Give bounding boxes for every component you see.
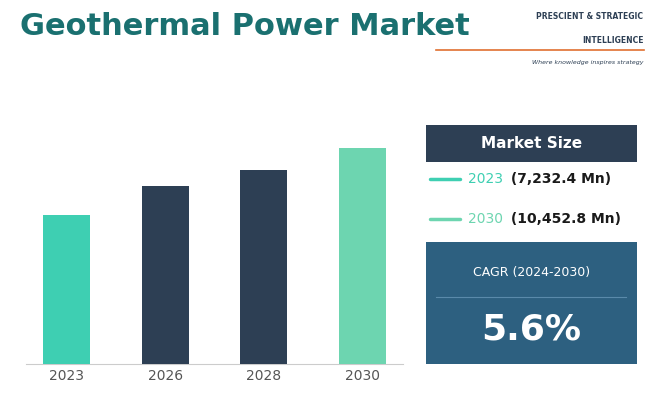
Text: Where knowledge inspires strategy: Where knowledge inspires strategy xyxy=(532,60,644,65)
Text: CAGR (2024-2030): CAGR (2024-2030) xyxy=(473,266,590,279)
Bar xyxy=(339,148,386,364)
Text: INTELLIGENCE: INTELLIGENCE xyxy=(582,36,644,45)
Text: Market Size: Market Size xyxy=(481,136,582,151)
Text: (7,232.4 Mn): (7,232.4 Mn) xyxy=(506,172,611,186)
Text: (10,452.8 Mn): (10,452.8 Mn) xyxy=(506,212,621,226)
Text: 2030: 2030 xyxy=(468,212,503,226)
Text: PRESCIENT & STRATEGIC: PRESCIENT & STRATEGIC xyxy=(536,12,644,21)
Text: 2023: 2023 xyxy=(468,172,503,186)
Text: Geothermal Power Market: Geothermal Power Market xyxy=(20,12,469,41)
Bar xyxy=(240,170,287,364)
Text: 5.6%: 5.6% xyxy=(482,313,581,347)
Bar xyxy=(43,214,90,364)
Bar xyxy=(142,186,189,364)
